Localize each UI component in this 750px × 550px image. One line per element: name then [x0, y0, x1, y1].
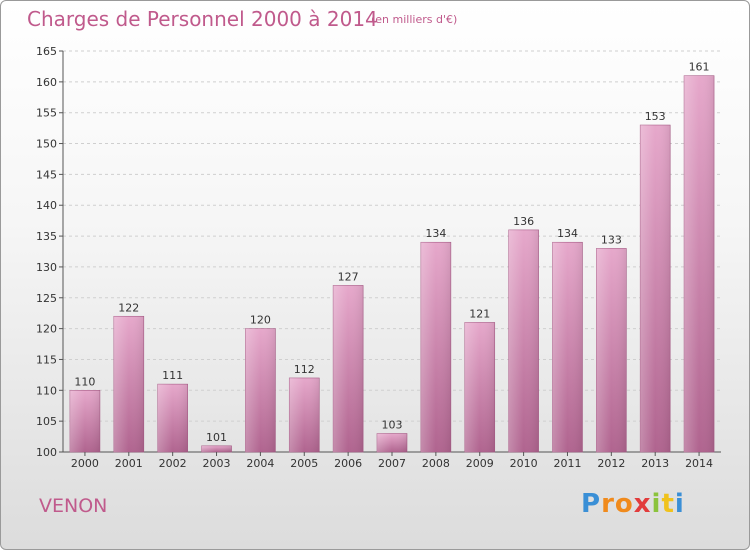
- logo-letter: x: [633, 489, 652, 519]
- bar-shine: [113, 316, 144, 452]
- logo-letter: r: [601, 489, 615, 519]
- data-label: 122: [118, 301, 139, 314]
- y-tick-label: 130: [36, 261, 57, 274]
- data-label: 133: [601, 233, 622, 246]
- proxiti-logo: Proxiti: [581, 489, 685, 519]
- bar-shine: [684, 75, 715, 452]
- bar-shine: [420, 242, 451, 452]
- x-tick-label: 2001: [115, 457, 143, 470]
- bar-shine: [552, 242, 583, 452]
- x-tick-label: 2011: [553, 457, 581, 470]
- data-label: 136: [513, 215, 534, 228]
- y-tick-label: 135: [36, 230, 57, 243]
- chart-subtitle: (en milliers d'€): [371, 13, 458, 26]
- place-name: VENON: [39, 495, 108, 517]
- bar-shine: [464, 322, 495, 452]
- x-tick-label: 2012: [597, 457, 625, 470]
- x-tick-label: 2009: [466, 457, 494, 470]
- bar-shine: [508, 229, 539, 452]
- logo-letter: i: [651, 489, 662, 519]
- data-label: 127: [338, 270, 359, 283]
- data-label: 134: [557, 227, 578, 240]
- data-label: 103: [382, 418, 403, 431]
- x-tick-label: 2000: [71, 457, 99, 470]
- y-tick-label: 145: [36, 168, 57, 181]
- data-label: 121: [469, 307, 490, 320]
- y-tick-label: 140: [36, 199, 57, 212]
- logo-letter: o: [614, 489, 634, 519]
- y-tick-label: 105: [36, 415, 57, 428]
- y-tick-label: 100: [36, 446, 57, 459]
- y-tick-label: 125: [36, 292, 57, 305]
- x-tick-label: 2003: [203, 457, 231, 470]
- logo-letter: P: [581, 489, 602, 519]
- data-label: 153: [645, 110, 666, 123]
- x-tick-label: 2008: [422, 457, 450, 470]
- data-label: 120: [250, 314, 271, 327]
- x-tick-label: 2002: [159, 457, 187, 470]
- data-label: 161: [689, 61, 710, 74]
- bar-shine: [640, 125, 671, 453]
- bar-shine: [596, 248, 627, 452]
- bar-shine: [289, 377, 320, 452]
- y-tick-label: 155: [36, 107, 57, 120]
- x-tick-label: 2005: [290, 457, 318, 470]
- logo-letter: i: [674, 489, 685, 519]
- bar-shine: [377, 433, 407, 452]
- y-tick-label: 150: [36, 138, 57, 151]
- x-tick-label: 2007: [378, 457, 406, 470]
- y-tick-label: 120: [36, 323, 57, 336]
- bar-shine: [157, 384, 188, 452]
- y-tick-label: 110: [36, 384, 57, 397]
- bar-shine: [245, 328, 276, 452]
- x-tick-label: 2010: [510, 457, 538, 470]
- y-tick-label: 115: [36, 353, 57, 366]
- bar-shine: [201, 445, 232, 452]
- logo-letter: t: [661, 489, 675, 519]
- data-label: 111: [162, 369, 183, 382]
- data-label: 134: [425, 227, 446, 240]
- chart-title: Charges de Personnel 2000 à 2014: [27, 7, 378, 31]
- y-tick-label: 160: [36, 76, 57, 89]
- y-tick-label: 165: [36, 45, 57, 58]
- bar-shine: [69, 390, 100, 452]
- data-label: 112: [294, 363, 315, 376]
- x-tick-label: 2006: [334, 457, 362, 470]
- bar-shine: [333, 285, 364, 452]
- x-tick-label: 2013: [641, 457, 669, 470]
- x-tick-label: 2014: [685, 457, 713, 470]
- data-label: 101: [206, 431, 227, 444]
- x-tick-label: 2004: [246, 457, 274, 470]
- data-label: 110: [74, 375, 95, 388]
